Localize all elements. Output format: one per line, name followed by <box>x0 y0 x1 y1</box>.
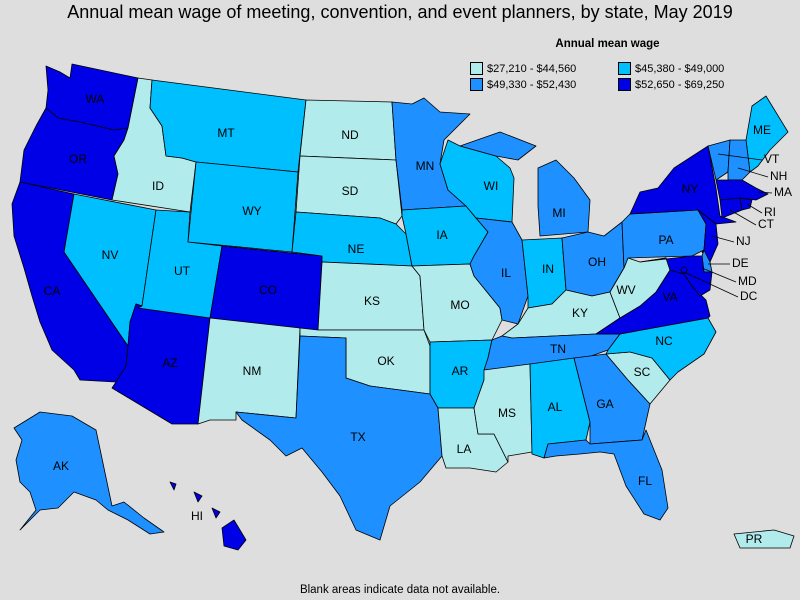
state-label-ok: OK <box>377 354 394 368</box>
legend: Annual mean wage $27,210 - $44,560 $45,3… <box>470 38 724 91</box>
state-label-wi: WI <box>484 179 499 193</box>
state-label-de: DE <box>732 256 749 270</box>
state-label-fl: FL <box>638 474 652 488</box>
state-label-mn: MN <box>416 159 435 173</box>
state-label-ny: NY <box>682 182 699 196</box>
state-label-la: LA <box>457 442 472 456</box>
legend-label: $49,330 - $52,430 <box>487 78 577 91</box>
legend-item-tier-3: $49,330 - $52,430 <box>470 78 618 91</box>
state-label-nh: NH <box>770 169 787 183</box>
footnote: Blank areas indicate data not available. <box>299 584 501 596</box>
state-TN[interactable] <box>483 333 621 371</box>
leader-line-nh <box>737 167 769 178</box>
state-label-wa: WA <box>86 92 105 106</box>
state-TX[interactable] <box>235 335 443 541</box>
label-leader-lines <box>683 153 773 298</box>
state-NH[interactable] <box>727 139 751 181</box>
leader-line-vt <box>717 153 763 161</box>
state-PR[interactable] <box>733 529 795 549</box>
state-label-sd: SD <box>342 184 359 198</box>
state-DC[interactable] <box>680 266 688 274</box>
state-label-az: AZ <box>162 356 177 370</box>
legend-swatch <box>470 62 483 75</box>
state-MD[interactable] <box>639 255 713 297</box>
state-label-pr: PR <box>746 532 763 546</box>
state-label-tn: TN <box>550 342 566 356</box>
legend-title: Annual mean wage <box>555 38 660 50</box>
state-label-me: ME <box>753 123 771 137</box>
state-label-dc: DC <box>740 289 758 303</box>
state-label-ne: NE <box>348 242 365 256</box>
state-label-nd: ND <box>341 128 359 142</box>
state-label-ut: UT <box>174 264 191 278</box>
state-label-pa: PA <box>658 233 673 247</box>
state-NC[interactable] <box>605 317 717 381</box>
state-label-nv: NV <box>102 248 119 262</box>
state-label-mo: MO <box>450 298 469 312</box>
state-label-ks: KS <box>364 294 380 308</box>
state-MA[interactable] <box>715 179 769 201</box>
state-label-ar: AR <box>452 364 469 378</box>
state-label-ct: CT <box>758 217 775 231</box>
state-IL[interactable] <box>469 217 529 325</box>
state-label-co: CO <box>259 283 277 297</box>
state-label-ri: RI <box>764 205 776 219</box>
state-label-in: IN <box>542 262 554 276</box>
legend-label: $52,650 - $69,250 <box>635 78 725 91</box>
leader-line-ri <box>746 203 763 214</box>
legend-swatch <box>618 78 631 91</box>
state-label-id: ID <box>152 179 164 193</box>
state-ME[interactable] <box>745 95 789 173</box>
state-label-md: MD <box>738 274 757 288</box>
state-label-ky: KY <box>572 306 588 320</box>
state-label-wy: WY <box>242 204 261 218</box>
leader-line-md <box>701 267 737 283</box>
state-label-ga: GA <box>596 397 613 411</box>
state-label-ma: MA <box>774 185 792 199</box>
legend-swatch <box>618 62 631 75</box>
state-label-nj: NJ <box>736 234 751 248</box>
leader-line-ct <box>729 209 757 226</box>
state-label-ms: MS <box>498 406 516 420</box>
state-HI[interactable] <box>169 481 247 551</box>
state-label-nm: NM <box>243 364 262 378</box>
state-label-ca: CA <box>44 284 61 298</box>
state-label-sc: SC <box>634 365 651 379</box>
leader-line-dc <box>683 271 739 298</box>
state-labels: WA OR CA ID NV AZ UT MT WY CO NM ND SD N… <box>44 92 792 546</box>
legend-label: $27,210 - $44,560 <box>487 62 577 75</box>
state-label-oh: OH <box>588 255 606 269</box>
state-AK[interactable] <box>13 411 165 535</box>
state-label-mt: MT <box>217 126 235 140</box>
state-label-wv: WV <box>616 283 635 297</box>
legend-item-tier-2: $45,380 - $49,000 <box>618 62 748 75</box>
state-label-ak: AK <box>53 459 69 473</box>
state-label-il: IL <box>501 266 511 280</box>
state-label-hi: HI <box>191 509 203 523</box>
state-MI[interactable] <box>459 131 591 237</box>
state-label-va: VA <box>662 290 677 304</box>
state-label-or: OR <box>69 152 87 166</box>
leader-line-ma <box>757 191 773 194</box>
legend-swatch <box>470 78 483 91</box>
state-FL[interactable] <box>543 429 669 521</box>
leader-line-nj <box>711 235 735 243</box>
state-label-vt: VT <box>764 152 780 166</box>
state-MN[interactable] <box>391 97 471 211</box>
state-label-tx: TX <box>350 430 365 444</box>
legend-label: $45,380 - $49,000 <box>635 62 725 75</box>
map-title: Annual mean wage of meeting, convention,… <box>67 2 733 22</box>
legend-item-tier-4: $52,650 - $69,250 <box>618 78 748 91</box>
state-label-mi: MI <box>552 206 565 220</box>
state-label-ia: IA <box>436 228 447 242</box>
state-RI[interactable] <box>739 197 753 211</box>
state-label-nc: NC <box>655 334 673 348</box>
state-label-al: AL <box>548 400 563 414</box>
legend-item-tier-1: $27,210 - $44,560 <box>470 62 618 75</box>
